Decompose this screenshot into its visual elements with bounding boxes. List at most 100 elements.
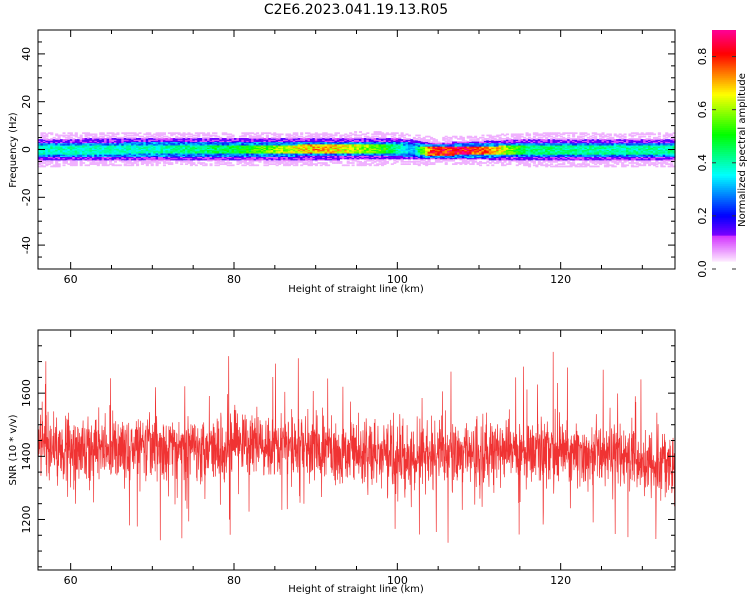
heatmap-cell xyxy=(94,139,98,141)
heatmap-cell xyxy=(64,141,68,144)
heatmap-cell xyxy=(545,156,549,159)
heatmap-cell xyxy=(219,158,223,161)
heatmap-cell xyxy=(444,158,448,161)
heatmap-cell xyxy=(170,151,174,154)
heatmap-cell xyxy=(332,158,336,161)
heatmap-cell xyxy=(270,144,274,147)
heatmap-cell xyxy=(319,148,323,151)
heatmap-cell xyxy=(510,140,514,143)
heatmap-cell xyxy=(96,143,100,146)
heatmap-cell xyxy=(177,139,181,141)
heatmap-cell xyxy=(101,162,105,164)
heatmap-cell xyxy=(236,158,240,161)
heatmap-cell xyxy=(525,146,529,148)
heatmap-cell xyxy=(187,141,191,144)
heatmap-cell xyxy=(322,162,326,164)
heatmap-cell xyxy=(251,156,255,159)
heatmap-cell xyxy=(40,155,44,157)
heatmap-cell xyxy=(118,139,122,141)
heatmap-cell xyxy=(444,159,448,162)
heatmap-cell xyxy=(395,150,399,153)
heatmap-cell xyxy=(67,142,71,145)
heatmap-cell xyxy=(508,143,512,146)
heatmap-cell xyxy=(283,139,287,141)
heatmap-cell xyxy=(466,162,470,164)
heatmap-cell xyxy=(319,140,323,143)
heatmap-cell xyxy=(515,142,519,145)
heatmap-cell xyxy=(439,151,443,154)
heatmap-cell xyxy=(302,141,306,144)
heatmap-cell xyxy=(79,139,83,141)
heatmap-cell xyxy=(273,132,277,135)
heatmap-cell xyxy=(545,165,549,168)
heatmap-cell xyxy=(170,133,174,136)
heatmap-cell xyxy=(385,146,389,148)
heatmap-cell xyxy=(109,132,113,135)
heatmap-cell xyxy=(99,132,103,135)
heatmap-cell xyxy=(175,135,179,138)
heatmap-cell xyxy=(339,162,343,164)
heatmap-cell xyxy=(554,148,558,151)
heatmap-cell xyxy=(258,136,262,139)
heatmap-cell xyxy=(430,147,434,149)
heatmap-cell xyxy=(52,152,56,155)
heatmap-cell xyxy=(197,132,201,135)
heatmap-cell xyxy=(540,152,544,155)
heatmap-cell xyxy=(111,134,115,137)
heatmap-cell xyxy=(162,141,166,144)
heatmap-cell xyxy=(111,138,115,140)
heatmap-cell xyxy=(126,144,130,147)
heatmap-cell xyxy=(501,156,505,159)
heatmap-cell xyxy=(287,151,291,154)
heatmap-cell xyxy=(302,154,306,156)
heatmap-cell xyxy=(493,157,497,160)
heatmap-cell xyxy=(177,150,181,153)
heatmap-cell xyxy=(466,148,470,151)
heatmap-cell xyxy=(290,136,294,139)
heatmap-cell xyxy=(371,143,375,146)
heatmap-cell xyxy=(155,157,159,160)
heatmap-cell xyxy=(459,157,463,160)
heatmap-cell xyxy=(109,159,113,162)
heatmap-cell xyxy=(224,143,228,146)
heatmap-cell xyxy=(258,142,262,145)
heatmap-cell xyxy=(351,158,355,161)
heatmap-cell xyxy=(226,151,230,154)
heatmap-cell xyxy=(525,133,529,136)
heatmap-cell xyxy=(295,141,299,144)
heatmap-cell xyxy=(300,149,304,152)
heatmap-cell xyxy=(376,143,380,146)
heatmap-cell xyxy=(155,162,159,164)
heatmap-cell xyxy=(557,155,561,157)
heatmap-cell xyxy=(229,143,233,146)
heatmap-cell xyxy=(199,156,203,159)
heatmap-cell xyxy=(287,136,291,139)
heatmap-cell xyxy=(113,154,117,156)
heatmap-cell xyxy=(349,151,353,154)
heatmap-cell xyxy=(91,151,95,154)
heatmap-cell xyxy=(479,151,483,154)
heatmap-cell xyxy=(148,148,152,151)
heatmap-cell xyxy=(505,136,509,139)
heatmap-cell xyxy=(434,159,438,162)
heatmap-cell xyxy=(510,151,514,154)
heatmap-cell xyxy=(557,165,561,168)
heatmap-cell xyxy=(545,151,549,154)
heatmap-cell xyxy=(302,140,306,143)
heatmap-cell xyxy=(486,142,490,145)
heatmap-cell xyxy=(471,143,475,146)
heatmap-cell xyxy=(265,140,269,143)
heatmap-cell xyxy=(77,142,81,145)
heatmap-cell xyxy=(515,147,519,149)
heatmap-cell xyxy=(430,142,434,145)
heatmap-cell xyxy=(175,160,179,163)
heatmap-cell xyxy=(437,148,441,151)
heatmap-cell xyxy=(481,134,485,137)
heatmap-cell xyxy=(319,149,323,152)
heatmap-cell xyxy=(349,140,353,143)
heatmap-cell xyxy=(515,144,519,147)
heatmap-cell xyxy=(434,148,438,151)
heatmap-cell xyxy=(131,136,135,139)
heatmap-cell xyxy=(50,144,54,147)
heatmap-cell xyxy=(79,135,83,138)
